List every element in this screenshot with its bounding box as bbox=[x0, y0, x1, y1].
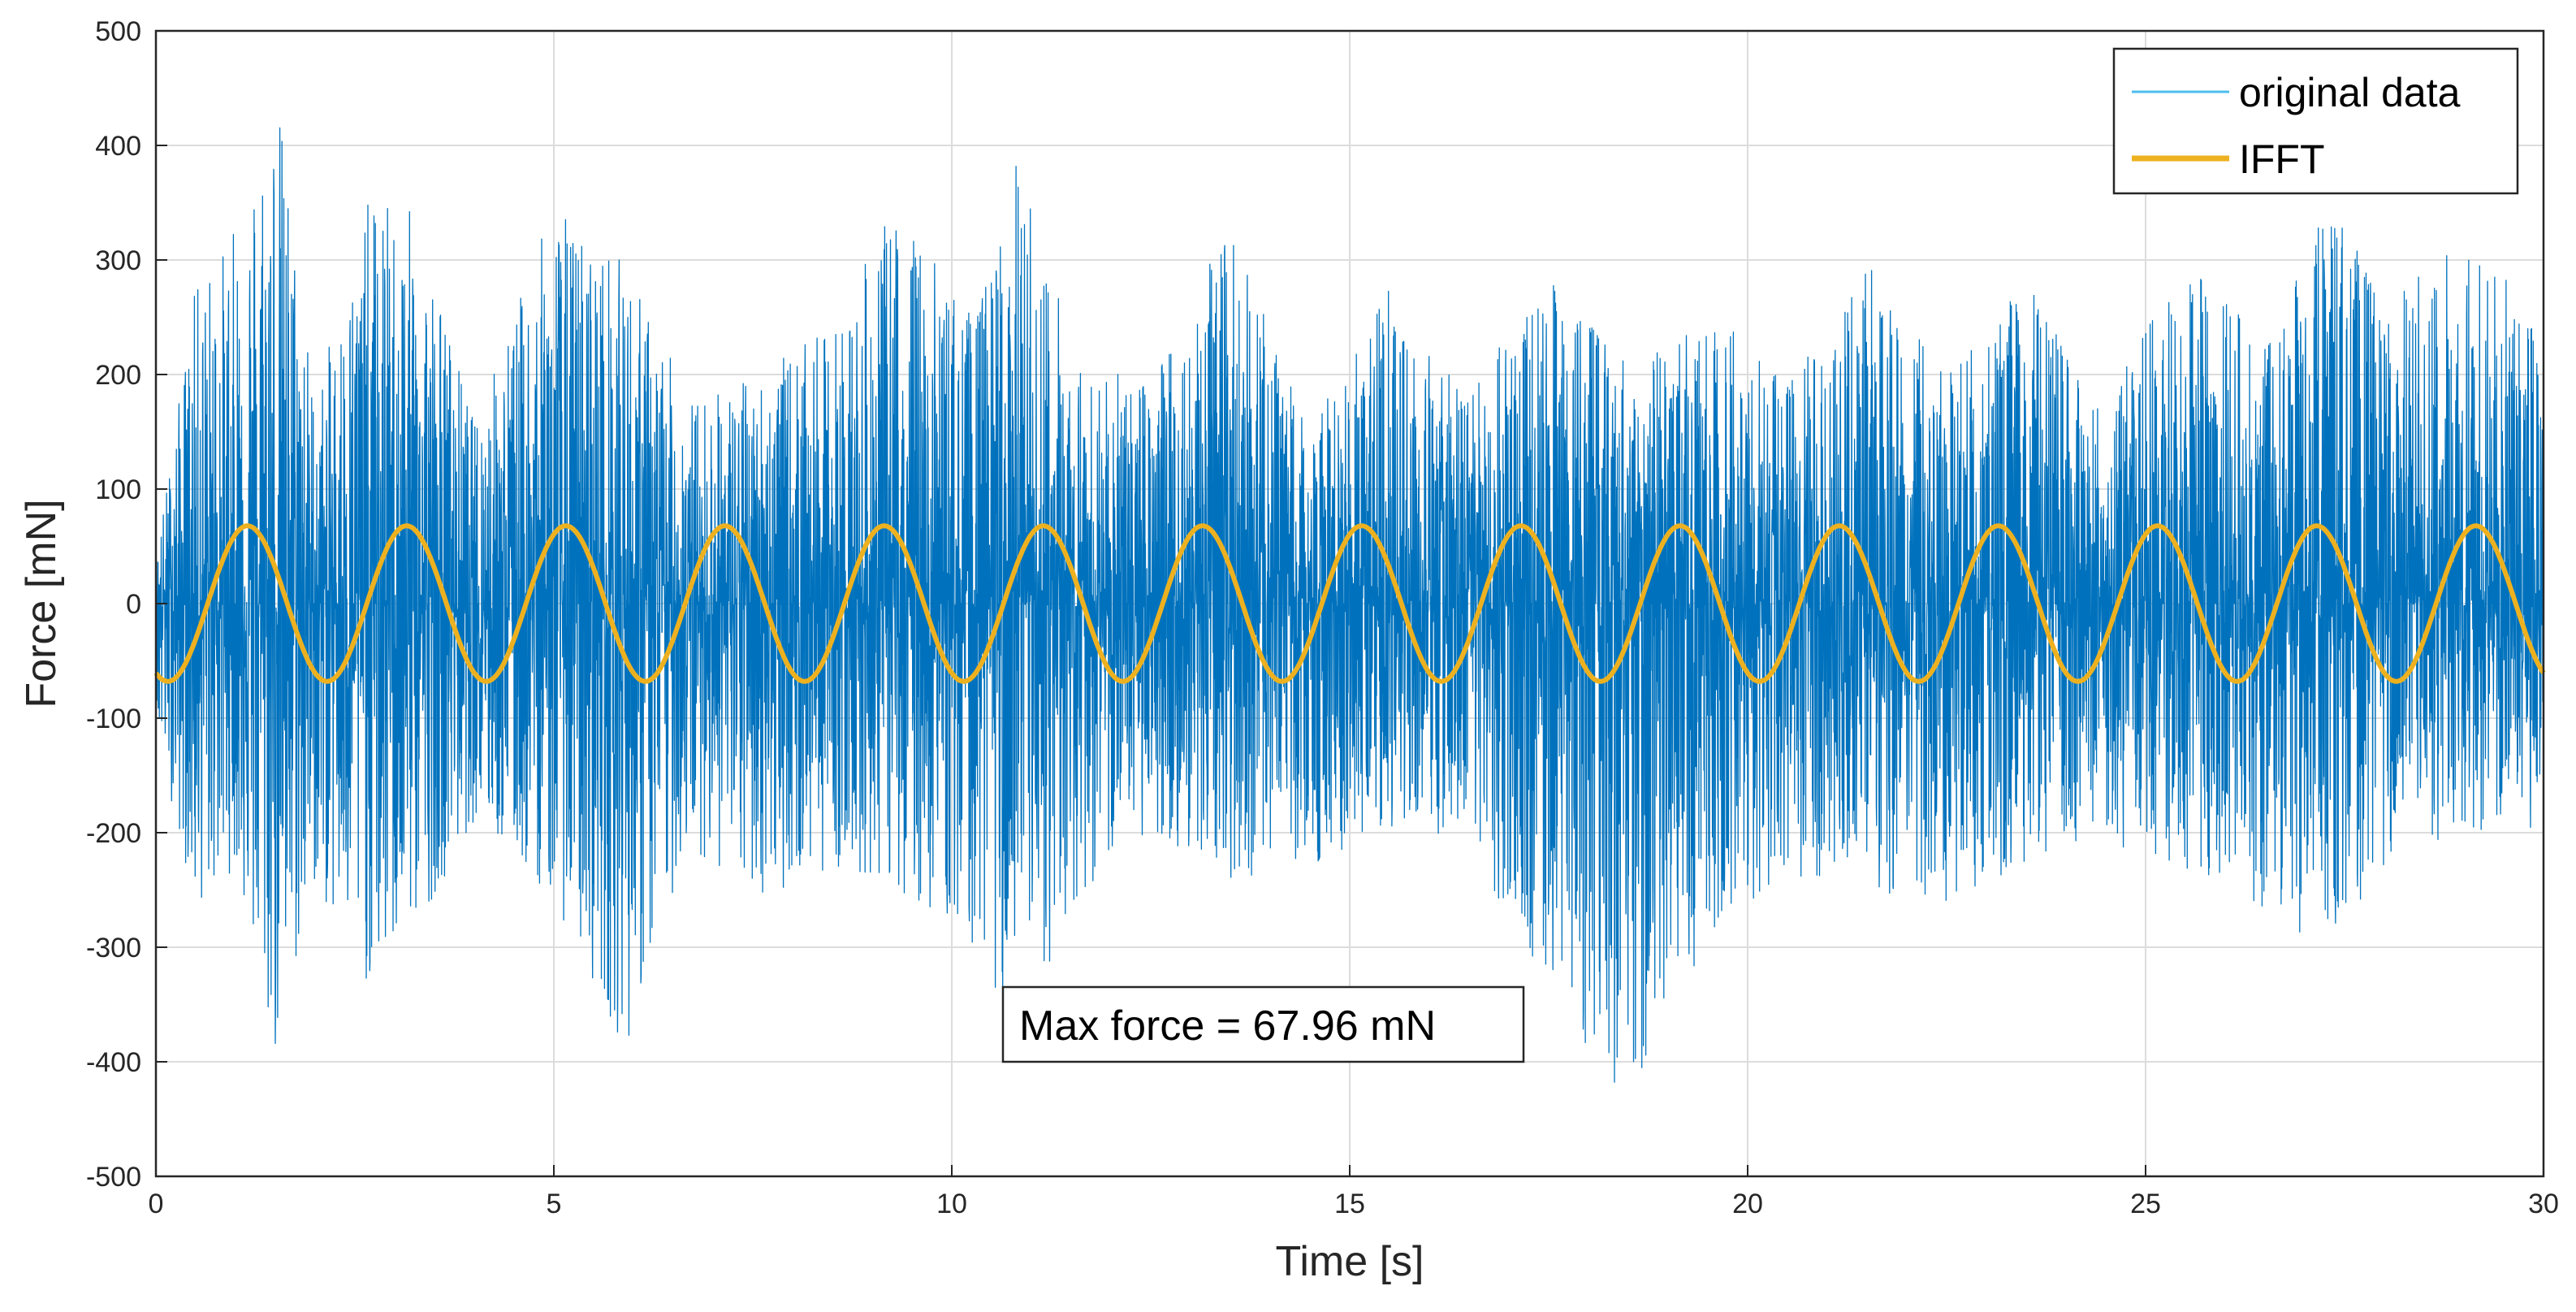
y-tick-label: -200 bbox=[86, 818, 141, 849]
y-tick-label: -100 bbox=[86, 704, 141, 734]
x-tick-label: 30 bbox=[2528, 1189, 2559, 1219]
x-tick-label: 5 bbox=[547, 1189, 562, 1219]
y-tick-label: 500 bbox=[95, 16, 141, 47]
y-axis-label: Force [mN] bbox=[18, 499, 65, 708]
annotation-box bbox=[1001, 985, 1525, 1063]
original-data-series bbox=[155, 127, 2544, 1083]
y-tick-label: 0 bbox=[126, 589, 141, 620]
y-tick-label: -400 bbox=[86, 1047, 141, 1078]
y-tick-label: 400 bbox=[95, 131, 141, 162]
y-tick-label: 200 bbox=[95, 360, 141, 391]
tick-labels: 0 5 10 15 20 25 30 500 400 300 200 100 0 -100 -200 -300… bbox=[86, 16, 2559, 1219]
original-data-line bbox=[155, 127, 2544, 1083]
y-tick-label: -300 bbox=[86, 933, 141, 963]
x-tick-label: 25 bbox=[2130, 1189, 2161, 1219]
x-tick-label: 20 bbox=[1732, 1189, 1763, 1219]
x-tick-label: 15 bbox=[1334, 1189, 1365, 1219]
legend-label-original-data: original data bbox=[2239, 70, 2461, 115]
max-force-annotation: Max force = 67.96 mN bbox=[1001, 985, 1525, 1063]
legend-label-ifft: IFFT bbox=[2239, 136, 2325, 182]
y-tick-label: -500 bbox=[86, 1162, 141, 1193]
x-axis-label: Time [s] bbox=[1276, 1238, 1424, 1285]
x-tick-label: 0 bbox=[149, 1189, 164, 1219]
ifft-series bbox=[153, 523, 2546, 684]
legend: original data IFFT bbox=[2112, 47, 2519, 195]
legend-box bbox=[2112, 47, 2519, 195]
annotation-text: Max force = 67.96 mN bbox=[1019, 1002, 1436, 1050]
plot-frame bbox=[154, 29, 2545, 1178]
y-tick-label: 300 bbox=[95, 245, 141, 276]
axes bbox=[154, 29, 2545, 1178]
x-tick-label: 10 bbox=[936, 1189, 967, 1219]
ifft-line bbox=[153, 523, 2546, 684]
y-tick-label: 100 bbox=[95, 474, 141, 505]
